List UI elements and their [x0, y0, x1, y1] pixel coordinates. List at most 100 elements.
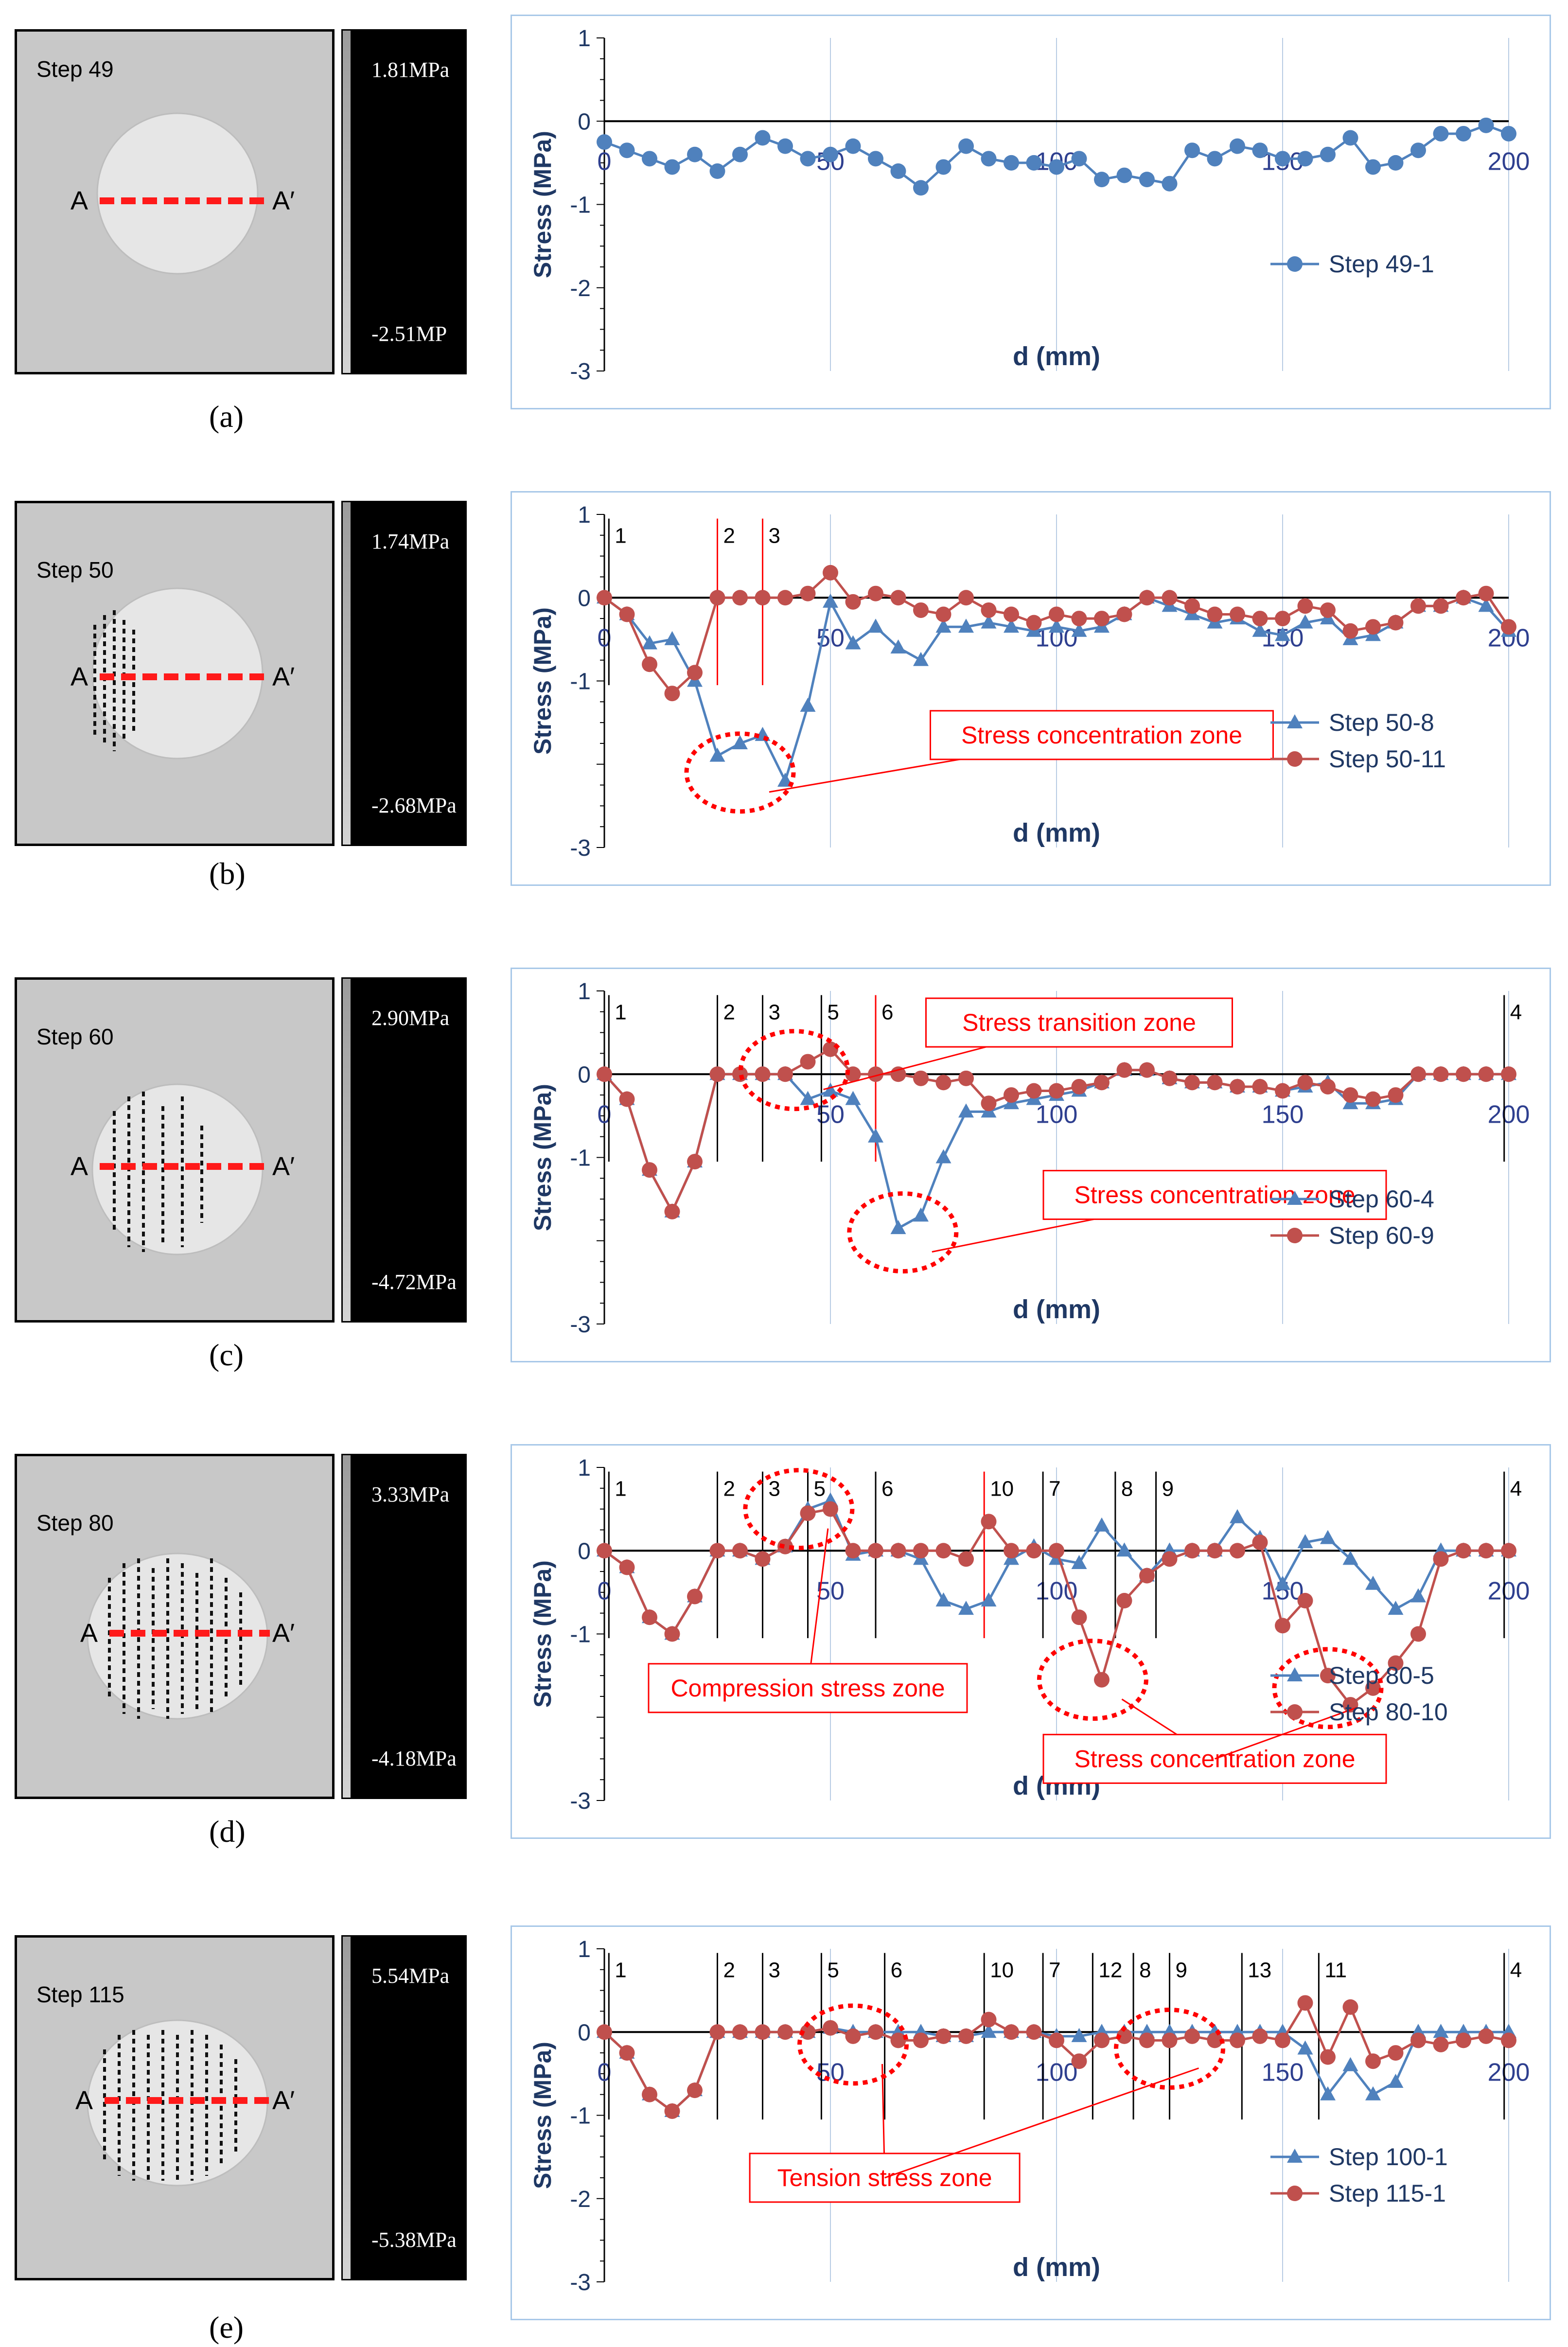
data-point	[823, 146, 838, 162]
panel-caption: (b)	[209, 856, 246, 891]
data-point	[868, 1543, 883, 1559]
marker-line-label: 1	[615, 1001, 626, 1024]
data-point	[1094, 172, 1110, 188]
data-point	[709, 1066, 725, 1082]
data-point	[1071, 2028, 1087, 2042]
legend-label: Step 60-4	[1329, 1185, 1434, 1213]
data-point	[687, 2082, 703, 2099]
specimen-drawing: A A′	[70, 587, 295, 759]
colorbar-max: 1.81MPa	[371, 58, 450, 82]
step-label: Step 60	[36, 1024, 114, 1049]
annotation-box	[749, 2153, 1021, 2203]
marker-line-label: 3	[769, 1959, 780, 1982]
x-axis-title: d (mm)	[1013, 818, 1100, 847]
data-point	[1071, 622, 1087, 637]
legend-marker	[1287, 1667, 1303, 1681]
data-point	[1275, 1618, 1290, 1634]
data-point	[823, 565, 838, 581]
data-point	[1433, 2024, 1449, 2038]
section-end-label: A′	[272, 2086, 295, 2115]
data-point	[890, 163, 906, 179]
legend-marker	[1287, 1704, 1303, 1720]
colorbar	[341, 29, 352, 374]
data-point	[1139, 2032, 1155, 2048]
data-point	[1342, 1551, 1358, 1565]
data-point	[1230, 138, 1245, 154]
specimen-drawing: A A′	[70, 112, 295, 275]
simulation-image: A A′ Step 49	[15, 29, 335, 374]
data-point	[1026, 155, 1042, 171]
data-point	[1456, 1066, 1471, 1082]
annotation-ellipse	[1114, 2008, 1225, 2090]
x-axis-title: d (mm)	[1013, 2253, 1100, 2282]
data-point	[1478, 2028, 1494, 2044]
simulation-image: A A′ Step 80	[15, 1454, 335, 1799]
data-point	[1116, 1542, 1132, 1557]
data-point	[935, 1149, 951, 1164]
colorbar-min: -4.18MPa	[371, 1747, 457, 1770]
data-point	[913, 1543, 929, 1559]
data-point	[777, 590, 793, 606]
data-point	[1252, 1535, 1268, 1551]
data-point	[1004, 155, 1019, 171]
data-point	[1297, 598, 1313, 614]
data-point	[1207, 1075, 1223, 1091]
panel-caption: (c)	[209, 1338, 244, 1372]
section-start-label: A	[80, 1619, 98, 1648]
data-point	[1049, 159, 1064, 175]
x-tick-label: 200	[1488, 147, 1530, 176]
data-point	[1094, 1517, 1110, 1532]
data-point	[1004, 1543, 1019, 1559]
simulation-image: A A′ Step 50	[15, 501, 335, 846]
data-point	[1388, 2045, 1404, 2061]
colorbar-max: 1.74MPa	[371, 529, 450, 553]
data-point	[1275, 611, 1290, 627]
data-point	[1365, 2086, 1381, 2100]
data-point	[1433, 125, 1449, 141]
data-point	[981, 2012, 997, 2028]
legend-marker	[1287, 1228, 1303, 1243]
marker-line-label: 10	[990, 1477, 1014, 1501]
annotation-label: Stress concentration zone	[1074, 1182, 1355, 1209]
data-point	[709, 2024, 725, 2040]
marker-line-label: 4	[1510, 1477, 1522, 1501]
marker-line-label: 6	[881, 1001, 893, 1024]
marker-line-label: 12	[1098, 1959, 1122, 1982]
marker-line-label: 10	[990, 1959, 1014, 1982]
marker-line-label: 2	[723, 1001, 735, 1024]
data-point	[800, 1054, 816, 1070]
marker-line-label: 13	[1248, 1959, 1271, 1982]
section-start-label: A	[70, 186, 88, 215]
data-point	[890, 639, 906, 653]
data-point	[1320, 146, 1336, 162]
marker-line-label: 7	[1049, 1477, 1060, 1501]
data-point	[823, 1501, 838, 1517]
marker-line-label: 7	[1049, 1959, 1060, 1982]
data-point	[1207, 1543, 1223, 1559]
x-tick-label: 200	[1488, 2058, 1530, 2086]
colorbar-panel: 1.74MPa -2.68MPa	[352, 501, 467, 846]
data-point	[1320, 1078, 1336, 1094]
marker-line-label: 4	[1510, 1959, 1522, 1982]
marker-line-label: 4	[1510, 1001, 1522, 1024]
legend-marker	[1287, 2149, 1303, 2163]
colorbar-max: 5.54MPa	[371, 1964, 450, 1988]
y-tick-label: -1	[570, 669, 591, 695]
data-point	[1365, 2053, 1381, 2069]
data-point	[868, 1128, 883, 1143]
y-tick-label: 1	[578, 1937, 591, 1962]
y-tick-label: -1	[570, 193, 591, 218]
x-tick-label: 150	[1262, 2058, 1304, 2086]
data-point	[1297, 614, 1313, 629]
data-point	[1139, 172, 1155, 188]
panel-caption: (a)	[209, 399, 244, 434]
data-point	[1184, 1543, 1200, 1559]
data-point	[1342, 1999, 1358, 2015]
legend-label: Step 80-5	[1329, 1662, 1434, 1689]
data-point	[1139, 1062, 1155, 1078]
data-point	[890, 2032, 906, 2048]
y-axis-title: Stress (MPa)	[529, 131, 556, 278]
data-point	[709, 747, 725, 762]
